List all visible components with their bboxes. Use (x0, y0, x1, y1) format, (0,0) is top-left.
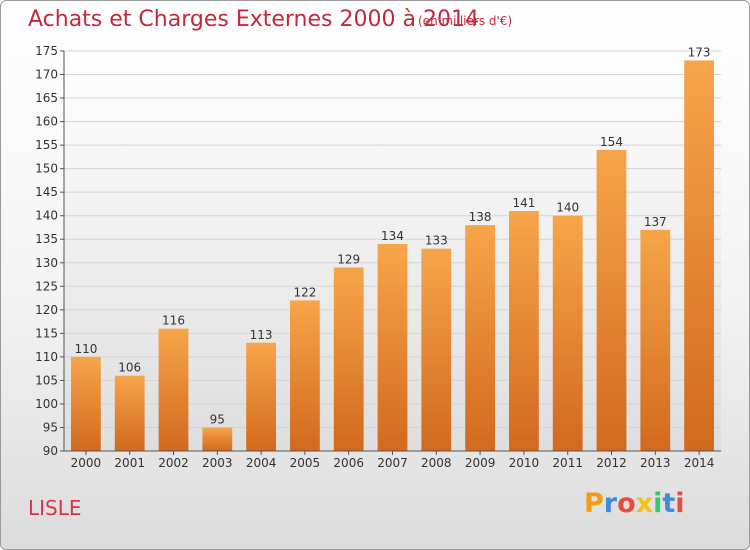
y-tick-label: 100 (35, 397, 58, 411)
data-label-2001: 106 (118, 361, 141, 375)
logo-letter: P (584, 488, 604, 519)
data-label-2006: 129 (337, 252, 360, 266)
x-tick-label-2012: 2012 (596, 456, 627, 470)
x-tick-label-2008: 2008 (421, 456, 452, 470)
logo-letter: t (662, 488, 676, 519)
data-label-2002: 116 (162, 314, 185, 328)
y-tick-label: 115 (35, 326, 58, 340)
y-tick-label: 95 (43, 420, 58, 434)
bar-2002 (158, 328, 189, 451)
logo-letter: i (675, 488, 685, 519)
x-tick-label-2010: 2010 (509, 456, 540, 470)
data-label-2013: 137 (644, 215, 667, 229)
bar-2008 (421, 248, 452, 451)
x-axis-ticks: 2000 2001 2002 2003 2004 2005 2006 2007 2008 2009… (71, 451, 715, 470)
data-label-2012: 154 (600, 135, 623, 149)
x-tick-label-2009: 2009 (465, 456, 496, 470)
x-tick-label-2014: 2014 (684, 456, 715, 470)
y-tick-label: 150 (35, 162, 58, 176)
y-tick-label: 175 (35, 44, 58, 58)
data-label-2007: 134 (381, 229, 404, 243)
bar-2004 (246, 342, 276, 451)
bar-2010 (509, 211, 539, 451)
data-label-2005: 122 (293, 285, 316, 299)
data-label-2008: 133 (425, 234, 448, 248)
x-tick-label-2011: 2011 (552, 456, 583, 470)
data-label-2004: 113 (250, 328, 273, 342)
bar-2005 (290, 300, 320, 451)
x-tick-label-2003: 2003 (202, 456, 233, 470)
x-tick-label-2006: 2006 (333, 456, 364, 470)
bar-2000 (71, 356, 101, 451)
bar-2007 (377, 243, 408, 451)
proxiti-logo: Proxiti (584, 488, 685, 519)
x-tick-label-2004: 2004 (246, 456, 277, 470)
bar-2003 (202, 427, 233, 451)
x-tick-label-2002: 2002 (158, 456, 189, 470)
y-tick-label: 135 (35, 232, 58, 246)
y-tick-label: 110 (35, 350, 58, 364)
y-tick-label: 155 (35, 138, 58, 152)
bars: 110 106 116 95 113 122 129 134 133 138 141 140 154 13… (71, 45, 714, 451)
y-tick-label: 125 (35, 279, 58, 293)
y-tick-label: 140 (35, 209, 58, 223)
y-tick-label: 170 (35, 68, 58, 82)
logo-letter: x (635, 488, 654, 519)
chart-title: Achats et Charges Externes 2000 à 2014 (28, 7, 479, 32)
x-tick-label-2005: 2005 (290, 456, 321, 470)
x-tick-label-2000: 2000 (71, 456, 102, 470)
place-name: LISLE (28, 496, 82, 520)
y-axis-ticks: 90 95 100 105 110 115 120 125 130 135 140 145 150 155… (35, 44, 64, 458)
bar-2009 (465, 225, 495, 451)
bar-2014 (684, 60, 714, 451)
y-tick-label: 120 (35, 303, 58, 317)
bar-2011 (552, 215, 583, 451)
logo-letter: o (617, 488, 636, 519)
data-label-2009: 138 (469, 210, 492, 224)
data-label-2003: 95 (210, 412, 225, 426)
logo-letter: r (603, 488, 618, 519)
x-tick-label-2001: 2001 (114, 456, 145, 470)
y-tick-label: 165 (35, 91, 58, 105)
data-label-2010: 141 (512, 196, 535, 210)
x-tick-label-2013: 2013 (640, 456, 671, 470)
bar-2012 (596, 149, 627, 451)
y-tick-label: 160 (35, 115, 58, 129)
y-tick-label: 105 (35, 373, 58, 387)
y-tick-label: 145 (35, 185, 58, 199)
bar-2013 (640, 229, 671, 451)
chart-subtitle: (en milliers d'€) (418, 14, 513, 28)
data-label-2011: 140 (556, 201, 579, 215)
bar-2001 (114, 375, 145, 451)
y-tick-label: 90 (43, 444, 58, 458)
data-label-2014: 173 (688, 45, 711, 59)
logo-letter: i (653, 488, 663, 519)
data-label-2000: 110 (74, 342, 97, 356)
bar-2006 (333, 267, 364, 451)
y-tick-label: 130 (35, 256, 58, 270)
x-tick-label-2007: 2007 (377, 456, 408, 470)
